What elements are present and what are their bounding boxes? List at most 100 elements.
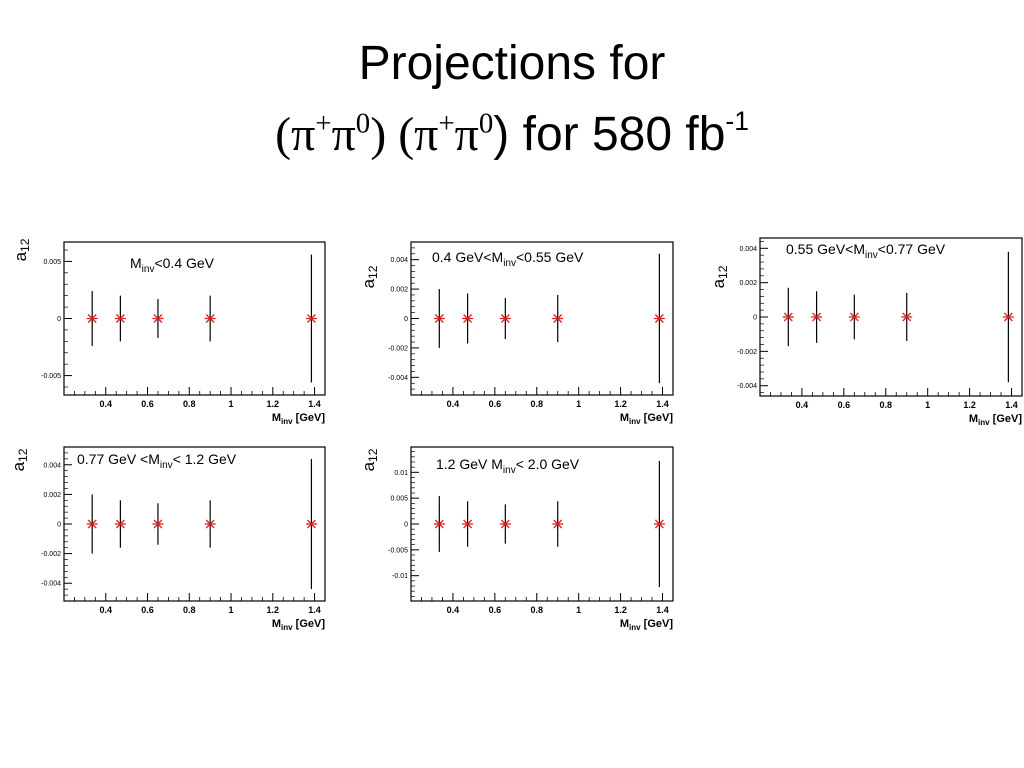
- y-tick-label: -0.004: [737, 383, 757, 390]
- panel-label-post: <0.77 GeV: [878, 241, 946, 257]
- x-tick-label: 1.4: [308, 399, 321, 409]
- marker-stroke: [849, 312, 859, 322]
- data-point: [653, 253, 665, 384]
- x-tick-label: 1.4: [656, 605, 669, 615]
- panel-range-label: Minv<0.4 GeV: [130, 255, 215, 275]
- x-axis-label: Minv [GeV]: [620, 618, 673, 632]
- y-tick-label: -0.002: [41, 551, 61, 558]
- x-tick-label: 0.6: [489, 399, 502, 409]
- data-point: [901, 292, 913, 342]
- y-axis-label: a12: [9, 448, 30, 471]
- data-point: [114, 295, 126, 342]
- x-axis-label-unit: [GeV]: [641, 618, 674, 630]
- marker-stroke: [434, 314, 444, 323]
- zero-charge: 0: [355, 107, 371, 140]
- x-tick-label: 1.2: [963, 400, 976, 410]
- marker-stroke: [500, 519, 510, 529]
- title-paren-middle: ) (: [370, 107, 415, 161]
- marker-stroke: [434, 519, 444, 529]
- plus-charge: +: [438, 107, 455, 140]
- y-axis-label-sub: 12: [366, 265, 380, 279]
- y-axis-label: a12: [709, 265, 730, 288]
- title-exponent: -1: [725, 106, 749, 136]
- x-tick-label: 1.2: [267, 399, 280, 409]
- data-point: [86, 291, 98, 346]
- y-tick-label: 0: [57, 316, 61, 323]
- y-axis-label-sub: 12: [366, 448, 380, 462]
- marker-stroke: [153, 314, 163, 323]
- data-point: [152, 503, 164, 545]
- marker-stroke: [153, 519, 163, 529]
- panel-label-pre: 0.55 GeV<M: [786, 241, 865, 257]
- y-axis-label: a12: [359, 448, 380, 471]
- y-axis-label-base: a: [359, 278, 378, 288]
- y-tick-label: 0: [404, 316, 408, 323]
- y-tick-label: 0.005: [390, 496, 408, 503]
- panel-range-label: 1.2 GeV Minv< 2.0 GeV: [436, 456, 580, 476]
- x-axis-label-unit: [GeV]: [990, 413, 1023, 425]
- y-axis-label-base: a: [9, 461, 28, 471]
- marker-stroke: [306, 519, 316, 529]
- marker-stroke: [902, 312, 912, 322]
- panel-label-pre: 1.2 GeV M: [436, 456, 503, 472]
- x-tick-label: 1.2: [267, 605, 280, 615]
- x-tick-label: 0.6: [141, 605, 154, 615]
- marker-stroke: [115, 314, 125, 323]
- y-tick-label: -0.004: [41, 581, 61, 588]
- y-tick-label: 0.01: [394, 470, 408, 477]
- x-tick-label: 0.8: [183, 399, 196, 409]
- marker-stroke: [1003, 312, 1013, 322]
- x-axis-label-unit: [GeV]: [641, 412, 674, 424]
- title-paren-open: (: [275, 107, 292, 161]
- x-axis-label-sub: inv: [281, 623, 293, 632]
- data-point: [499, 504, 511, 544]
- x-axis-label: Minv [GeV]: [620, 412, 673, 426]
- pi-symbol: π: [331, 107, 356, 161]
- y-axis-label-sub: 12: [16, 448, 30, 462]
- y-axis-label: a12: [11, 238, 32, 261]
- x-tick-label: 1: [229, 399, 234, 409]
- panel-label-pre: M: [130, 255, 142, 271]
- x-tick-label: 1.4: [1005, 400, 1018, 410]
- data-point: [462, 501, 474, 547]
- pi-symbol: π: [414, 107, 439, 161]
- chart-panel-1: 0.4 0.6 0.8 1 1.2 1.4 -0.005 0 0.005 Minv [GeV] a1…: [11, 238, 326, 426]
- x-axis-label-unit: [GeV]: [293, 412, 326, 424]
- x-tick-label: 1.2: [614, 605, 627, 615]
- x-tick-label: 0.4: [447, 399, 460, 409]
- x-axis-label: Minv [GeV]: [272, 412, 325, 426]
- x-tick-label: 1.2: [614, 399, 627, 409]
- x-axis-label-sub: inv: [629, 623, 641, 632]
- x-tick-label: 1: [925, 400, 930, 410]
- x-tick-label: 1: [576, 399, 581, 409]
- x-tick-label: 1: [229, 605, 234, 615]
- x-tick-label: 0.6: [838, 400, 851, 410]
- chart-panel-3: 0.4 0.6 0.8 1 1.2 1.4 -0.004 -0.002 0 0.002 0.004 M…: [709, 237, 1023, 427]
- data-point: [782, 287, 794, 347]
- panel-label-post: <0.55 GeV: [516, 249, 584, 265]
- x-axis-label-base: M: [620, 412, 629, 424]
- marker-stroke: [783, 312, 793, 322]
- x-tick-label: 1.4: [308, 605, 321, 615]
- data-point: [433, 289, 445, 348]
- marker-stroke: [463, 519, 473, 529]
- data-point: [114, 500, 126, 548]
- x-tick-label: 0.8: [531, 399, 544, 409]
- data-point: [848, 294, 860, 340]
- panel-label-post: < 2.0 GeV: [516, 456, 580, 472]
- plot-frame: [759, 237, 1023, 397]
- pi-symbol: π: [454, 107, 479, 161]
- y-axis-label-base: a: [709, 278, 728, 288]
- data-point: [86, 494, 98, 554]
- x-tick-label: 0.6: [489, 605, 502, 615]
- y-tick-label: 0.002: [390, 287, 408, 294]
- panel-label-pre: 0.77 GeV <M: [77, 451, 160, 467]
- data-point: [462, 293, 474, 344]
- panel-label-sub: inv: [865, 250, 878, 261]
- y-tick-label: -0.005: [388, 547, 408, 554]
- x-axis-label-base: M: [620, 618, 629, 630]
- plot-frame: [63, 446, 326, 602]
- data-point: [653, 460, 665, 588]
- y-tick-label: 0.002: [739, 280, 757, 287]
- panel-label-sub: inv: [160, 460, 173, 471]
